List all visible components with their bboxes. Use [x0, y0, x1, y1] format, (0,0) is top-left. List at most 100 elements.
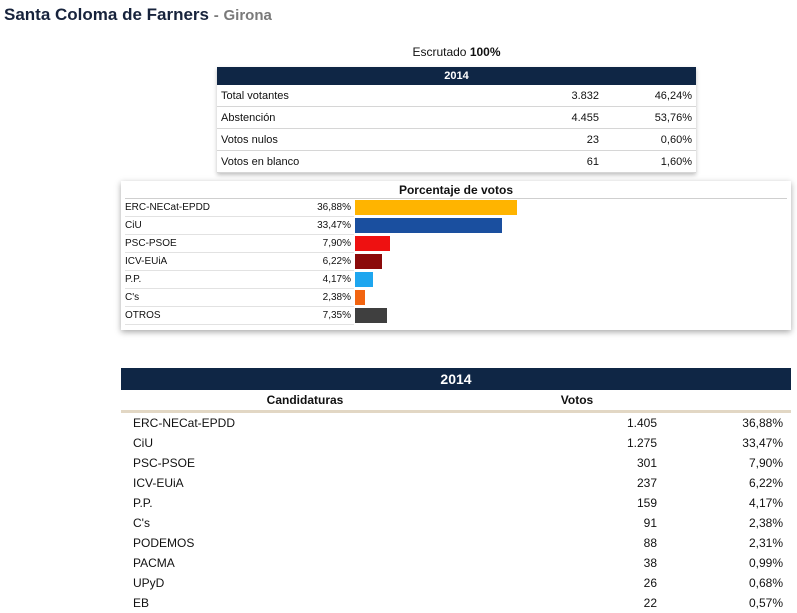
chart-row: OTROS 7,35%: [121, 307, 791, 325]
table-row: EB 22 0,57%: [121, 593, 791, 613]
candidate-votes: 237: [636, 476, 657, 490]
table-row: CiU 1.275 33,47%: [121, 433, 791, 453]
chart-bar: [355, 236, 390, 251]
page-title: Santa Coloma de Farners - Girona: [4, 5, 272, 25]
table-row: C's 91 2,38%: [121, 513, 791, 533]
summary-row: Total votantes 3.832 46,24%: [217, 85, 696, 107]
chart-value-label: 33,47%: [317, 220, 351, 231]
candidate-pct: 6,22%: [748, 476, 783, 490]
summary-pct: 46,24%: [603, 85, 696, 107]
summary-label: Votos en blanco: [217, 150, 485, 173]
candidate-name: UPyD: [121, 573, 489, 593]
chart-value-label: 4,17%: [322, 274, 351, 285]
chart-category-label: PSC-PSOE: [125, 238, 177, 249]
candidate-votes: 38: [643, 556, 657, 570]
chart-row: CiU 33,47%: [121, 217, 791, 235]
chart-row: ERC-NECat-EPDD 36,88%: [121, 199, 791, 217]
chart-row-divider: [125, 216, 354, 217]
summary-value: 23: [485, 128, 603, 151]
candidate-name: CiU: [133, 436, 153, 450]
votos-header: Votos: [489, 390, 665, 413]
candidate-pct: 7,90%: [665, 453, 791, 473]
escrutado-label: Escrutado: [412, 45, 467, 59]
chart-category-label: OTROS: [125, 310, 161, 321]
candidate-name: P.P.: [121, 493, 489, 513]
chart-row-divider: [125, 252, 354, 253]
candidate-name: PSC-PSOE: [121, 453, 489, 473]
table-row: PACMA 38 0,99%: [121, 553, 791, 573]
chart-value-label: 7,35%: [322, 310, 351, 321]
title-separator: -: [213, 7, 219, 24]
chart-category-label: ICV-EUiA: [125, 256, 168, 267]
pct-header: [665, 390, 791, 413]
table-row: ERC-NECat-EPDD 1.405 36,88%: [121, 411, 791, 433]
chart-row-divider: [125, 306, 354, 307]
vote-percentage-chart: Porcentaje de votos ERC-NECat-EPDD 36,88%…: [121, 181, 791, 330]
province-name: Girona: [223, 7, 272, 24]
escrutado-value: 100%: [469, 45, 501, 59]
escrutado-status: Escrutado 100%: [217, 45, 696, 59]
candidate-name: C's: [133, 516, 150, 530]
chart-title: Porcentaje de votos: [398, 183, 514, 197]
chart-value-label: 2,38%: [322, 292, 351, 303]
summary-year: 2014: [217, 67, 696, 85]
chart-bar: [355, 200, 517, 215]
chart-value-label: 36,88%: [317, 202, 351, 213]
summary-label: Votos nulos: [217, 128, 485, 151]
chart-row: P.P. 4,17%: [121, 271, 791, 289]
candidate-votes: 91: [643, 516, 657, 530]
results-header-row: Candidaturas Votos: [121, 390, 791, 413]
chart-row: C's 2,38%: [121, 289, 791, 307]
table-row: P.P. 159 4,17%: [121, 493, 791, 513]
summary-pct: 1,60%: [603, 150, 696, 173]
candidate-name: PODEMOS: [121, 533, 489, 553]
summary-label: Total votantes: [217, 85, 485, 107]
chart-bar: [355, 272, 373, 287]
candidate-name: PACMA: [133, 556, 175, 570]
candidate-pct: 0,57%: [748, 596, 783, 610]
table-row: UPyD 26 0,68%: [121, 573, 791, 593]
chart-bar: [355, 254, 382, 269]
results-year-row: 2014: [121, 368, 791, 390]
summary-row: Abstención 4.455 53,76%: [217, 106, 696, 129]
table-row: ICV-EUiA 237 6,22%: [121, 473, 791, 493]
chart-row: PSC-PSOE 7,90%: [121, 235, 791, 253]
candidate-pct: 36,88%: [665, 411, 791, 433]
candidate-votes: 88: [489, 533, 665, 553]
candidate-pct: 0,68%: [665, 573, 791, 593]
chart-row-divider: [125, 288, 354, 289]
summary-value: 61: [485, 150, 603, 173]
candidate-pct: 2,31%: [665, 533, 791, 553]
municipality-name: Santa Coloma de Farners: [4, 5, 210, 24]
results-table: 2014 Candidaturas Votos ERC-NECat-EPDD 1…: [121, 368, 791, 613]
table-row: PSC-PSOE 301 7,90%: [121, 453, 791, 473]
candidate-name: ICV-EUiA: [133, 476, 184, 490]
candidate-votes: 26: [489, 573, 665, 593]
results-year: 2014: [121, 368, 791, 390]
chart-value-label: 6,22%: [322, 256, 351, 267]
chart-row-divider: [125, 270, 354, 271]
chart-category-label: P.P.: [125, 274, 142, 285]
candidate-votes: 22: [643, 596, 657, 610]
candidate-name: ERC-NECat-EPDD: [121, 411, 489, 433]
summary-value: 4.455: [485, 106, 603, 129]
candidate-pct: 0,99%: [748, 556, 783, 570]
candidate-pct: 4,17%: [665, 493, 791, 513]
candidate-votes: 301: [489, 453, 665, 473]
summary-pct: 0,60%: [603, 128, 696, 151]
candidate-pct: 33,47%: [742, 436, 783, 450]
chart-row-divider: [125, 234, 354, 235]
chart-category-label: C's: [125, 292, 140, 303]
summary-table: 2014 Total votantes 3.832 46,24% Abstenc…: [217, 67, 696, 173]
candidate-name: EB: [133, 596, 150, 610]
chart-row: ICV-EUiA 6,22%: [121, 253, 791, 271]
summary-pct: 53,76%: [603, 106, 696, 129]
summary-row: Votos nulos 23 0,60%: [217, 128, 696, 151]
chart-bar: [355, 290, 365, 305]
chart-value-label: 7,90%: [322, 238, 351, 249]
chart-title-divider: [125, 198, 787, 199]
summary-value: 3.832: [485, 85, 603, 107]
chart-bar: [355, 308, 387, 323]
chart-category-label: ERC-NECat-EPDD: [125, 202, 211, 213]
candidaturas-header: Candidaturas: [121, 390, 489, 413]
